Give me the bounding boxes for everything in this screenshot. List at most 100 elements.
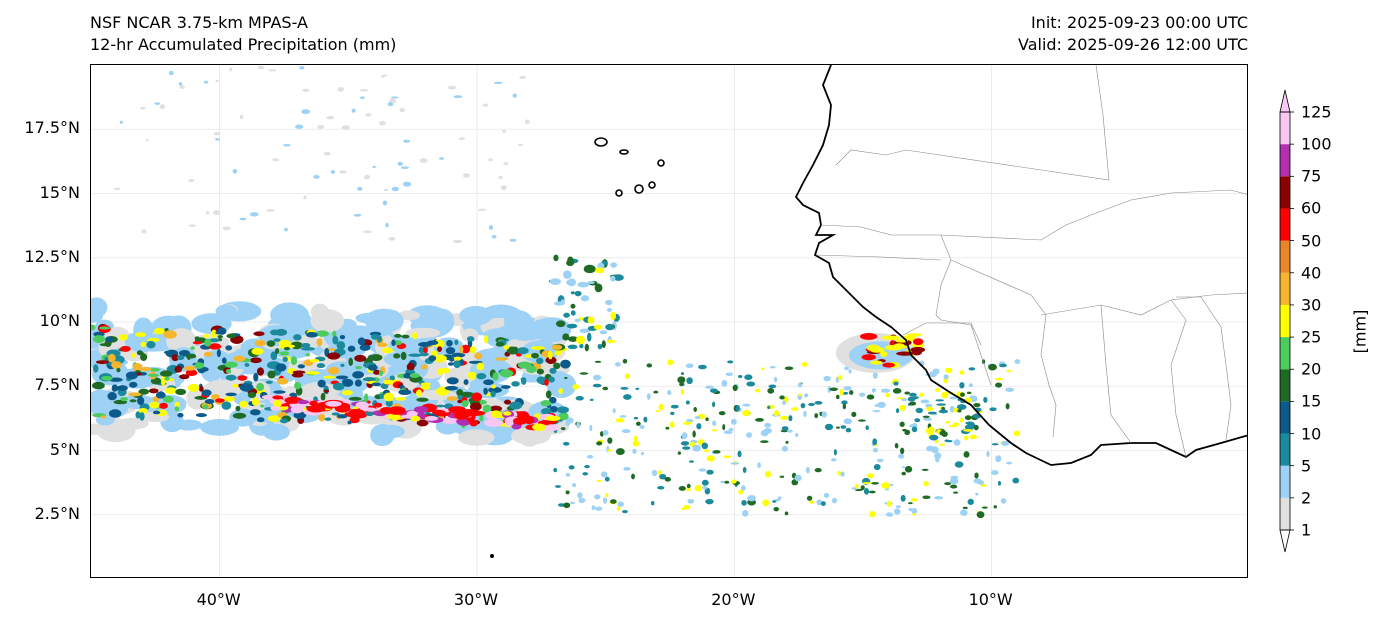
precip-cell bbox=[445, 346, 456, 355]
precip-cell bbox=[712, 401, 716, 408]
precip-cell bbox=[233, 355, 246, 362]
precip-cell bbox=[929, 434, 939, 441]
country-border bbox=[902, 322, 982, 346]
precip-cell bbox=[678, 486, 686, 491]
colorbar-segment bbox=[1280, 176, 1290, 209]
title-right: Init: 2025-09-23 00:00 UTC Valid: 2025-0… bbox=[1018, 12, 1248, 56]
precip-cell bbox=[591, 505, 596, 511]
precip-cell bbox=[584, 343, 590, 352]
precip-cell bbox=[164, 387, 177, 394]
precip-cell bbox=[520, 377, 526, 381]
precip-cell bbox=[415, 389, 423, 397]
precip-cell bbox=[837, 470, 841, 476]
precip-cell bbox=[301, 347, 315, 351]
precip-cell bbox=[225, 345, 233, 351]
precip-cell bbox=[409, 373, 420, 378]
precip-cell bbox=[795, 433, 799, 438]
precip-cell bbox=[188, 179, 195, 183]
precip-cell bbox=[808, 402, 815, 407]
colorbar-extend-min bbox=[1279, 529, 1291, 553]
precip-cell bbox=[945, 420, 950, 424]
precip-cell bbox=[215, 79, 219, 83]
precip-cell bbox=[500, 185, 507, 191]
precip-cell bbox=[444, 385, 458, 391]
precip-cell bbox=[179, 85, 185, 89]
precip-cell bbox=[701, 479, 709, 486]
precip-cell bbox=[563, 441, 570, 446]
precip-cell bbox=[383, 188, 389, 192]
precip-cell bbox=[685, 363, 694, 368]
precip-cell bbox=[239, 383, 254, 392]
precip-cell bbox=[395, 397, 407, 401]
precip-cell bbox=[574, 318, 581, 323]
precip-cell bbox=[256, 382, 265, 392]
precip-cell bbox=[138, 407, 148, 414]
precip-cell bbox=[225, 374, 237, 381]
precip-cell bbox=[317, 379, 326, 388]
precip-cell bbox=[469, 419, 478, 427]
precip-cell bbox=[923, 480, 929, 487]
precip-cell bbox=[201, 389, 212, 397]
cape-verde-island bbox=[648, 181, 656, 189]
precip-cell bbox=[326, 352, 341, 360]
precip-cell bbox=[309, 400, 318, 406]
precip-cell bbox=[499, 369, 514, 378]
precip-cell bbox=[339, 335, 346, 340]
precip-cell bbox=[237, 375, 248, 381]
precip-cell bbox=[986, 450, 990, 458]
precip-cell bbox=[589, 398, 594, 401]
precip-cell bbox=[479, 414, 484, 422]
precip-cell bbox=[723, 455, 731, 459]
precip-cell bbox=[456, 418, 468, 425]
precip-cell bbox=[446, 339, 453, 347]
precip-cell bbox=[755, 417, 764, 422]
precip-cell bbox=[965, 421, 975, 425]
lat-tick-label: 5°N bbox=[49, 439, 80, 459]
precip-cell bbox=[999, 363, 1007, 368]
precip-cell bbox=[814, 413, 819, 419]
precip-cell bbox=[273, 399, 283, 407]
precip-cell bbox=[380, 74, 385, 78]
precip-cell bbox=[1001, 441, 1010, 446]
precip-cell bbox=[95, 360, 109, 365]
precip-cell bbox=[774, 498, 781, 502]
precip-cell bbox=[586, 455, 594, 459]
precip-cell bbox=[899, 404, 907, 411]
colorbar-level-label: 25 bbox=[1301, 327, 1322, 347]
precip-cell bbox=[995, 382, 1003, 388]
precip-cell bbox=[579, 328, 591, 333]
precip-cell bbox=[332, 335, 339, 345]
precip-cell bbox=[614, 362, 621, 367]
precip-cell bbox=[650, 501, 655, 506]
country-border bbox=[1100, 304, 1132, 444]
precip-cell bbox=[548, 350, 553, 360]
lat-tick-label: 12.5°N bbox=[24, 246, 80, 266]
precip-cell bbox=[924, 418, 931, 421]
precip-cell bbox=[284, 227, 288, 232]
precip-cell bbox=[914, 418, 921, 423]
precip-envelope bbox=[310, 309, 345, 333]
precip-cell bbox=[352, 371, 365, 379]
precip-cell bbox=[601, 340, 606, 349]
precip-cell bbox=[545, 390, 552, 399]
precip-cell bbox=[545, 424, 559, 432]
precip-cell bbox=[558, 388, 563, 394]
precip-cell bbox=[781, 426, 789, 431]
precip-cell bbox=[683, 504, 691, 510]
precip-cell bbox=[575, 395, 584, 401]
precip-cell bbox=[842, 403, 847, 410]
precip-cell bbox=[609, 499, 617, 504]
precip-cell bbox=[922, 495, 931, 499]
precip-cell bbox=[737, 375, 743, 379]
precip-cell bbox=[536, 357, 544, 365]
precip-cell bbox=[495, 357, 508, 361]
precip-cell bbox=[364, 393, 369, 403]
precip-cell bbox=[968, 367, 976, 371]
precip-cell bbox=[578, 497, 586, 504]
precip-cell bbox=[437, 367, 443, 376]
precip-cell bbox=[410, 415, 421, 422]
precip-cell bbox=[232, 383, 239, 388]
precip-cell bbox=[254, 339, 267, 347]
precip-cell bbox=[558, 412, 569, 421]
precip-cell bbox=[904, 391, 911, 395]
